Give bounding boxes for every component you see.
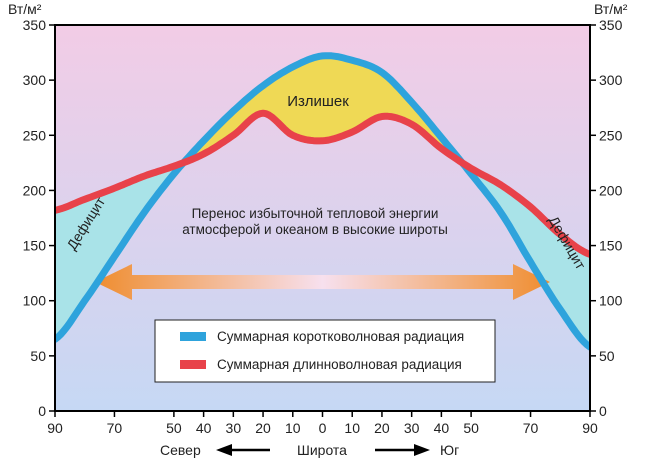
transport-note-line2: атмосферой и океаном в высокие широты (182, 222, 448, 237)
y-unit-right: Вт/м² (594, 1, 628, 17)
x-tick-label: 50 (166, 420, 182, 436)
arrow-right-icon (375, 444, 430, 456)
y-tick-label-right: 0 (599, 403, 607, 419)
y-tick-label-left: 250 (23, 127, 47, 143)
legend-label-longwave: Суммарная длинноволновая радиация (217, 357, 462, 372)
legend: Суммарная коротковолновая радиация Сумма… (154, 319, 496, 383)
legend-swatch-shortwave (180, 332, 206, 341)
x-tick-label: 90 (47, 420, 63, 436)
y-tick-label-right: 300 (599, 72, 623, 88)
y-tick-label-right: 100 (599, 293, 623, 309)
y-tick-label-left: 300 (23, 72, 47, 88)
transport-note-line1: Перенос избыточной тепловой энергии (192, 206, 439, 221)
x-tick-label: 10 (285, 420, 301, 436)
y-tick-label-left: 150 (23, 238, 47, 254)
x-tick-label: 30 (404, 420, 420, 436)
legend-swatch-longwave (180, 360, 206, 369)
heat-transport-arrow (95, 264, 550, 300)
surplus-label: Излишек (287, 93, 349, 110)
x-word-center: Широта (297, 442, 347, 458)
y-unit-left: Вт/м² (8, 1, 42, 17)
x-tick-label: 90 (582, 420, 598, 436)
y-tick-label-right: 200 (599, 182, 623, 198)
x-tick-label: 10 (344, 420, 360, 436)
series-longwave-line (55, 109, 590, 258)
x-word-south: Юг (440, 442, 459, 458)
legend-label-shortwave: Суммарная коротковолновая радиация (217, 329, 464, 344)
x-word-north: Север (160, 442, 201, 458)
y-tick-label-left: 0 (38, 403, 46, 419)
x-tick-label: 70 (107, 420, 123, 436)
arrow-left-icon (216, 444, 270, 456)
x-tick-label: 50 (463, 420, 479, 436)
y-axis-left: 0 50 100 150 200 250 300 350 (23, 17, 55, 419)
x-tick-label: 30 (226, 420, 242, 436)
x-axis: 90 70 50 40 30 20 10 0 10 20 30 40 50 70 90 (47, 411, 598, 436)
x-tick-label: 0 (319, 420, 327, 436)
x-tick-label: 20 (255, 420, 271, 436)
series-shortwave-line (55, 52, 590, 351)
y-tick-label-left: 50 (30, 348, 46, 364)
y-tick-label-right: 250 (599, 127, 623, 143)
y-tick-label-left: 350 (23, 17, 47, 33)
y-tick-label-right: 50 (599, 348, 615, 364)
x-tick-label: 20 (374, 420, 390, 436)
y-tick-label-right: 350 (599, 17, 623, 33)
y-tick-label-left: 200 (23, 182, 47, 198)
y-tick-label-right: 150 (599, 238, 623, 254)
x-tick-label: 70 (523, 420, 539, 436)
legend-box (154, 319, 496, 383)
y-tick-label-left: 100 (23, 293, 47, 309)
x-tick-label: 40 (196, 420, 212, 436)
x-tick-label: 40 (434, 420, 450, 436)
y-axis-right: 0 50 100 150 200 250 300 350 (590, 17, 623, 419)
